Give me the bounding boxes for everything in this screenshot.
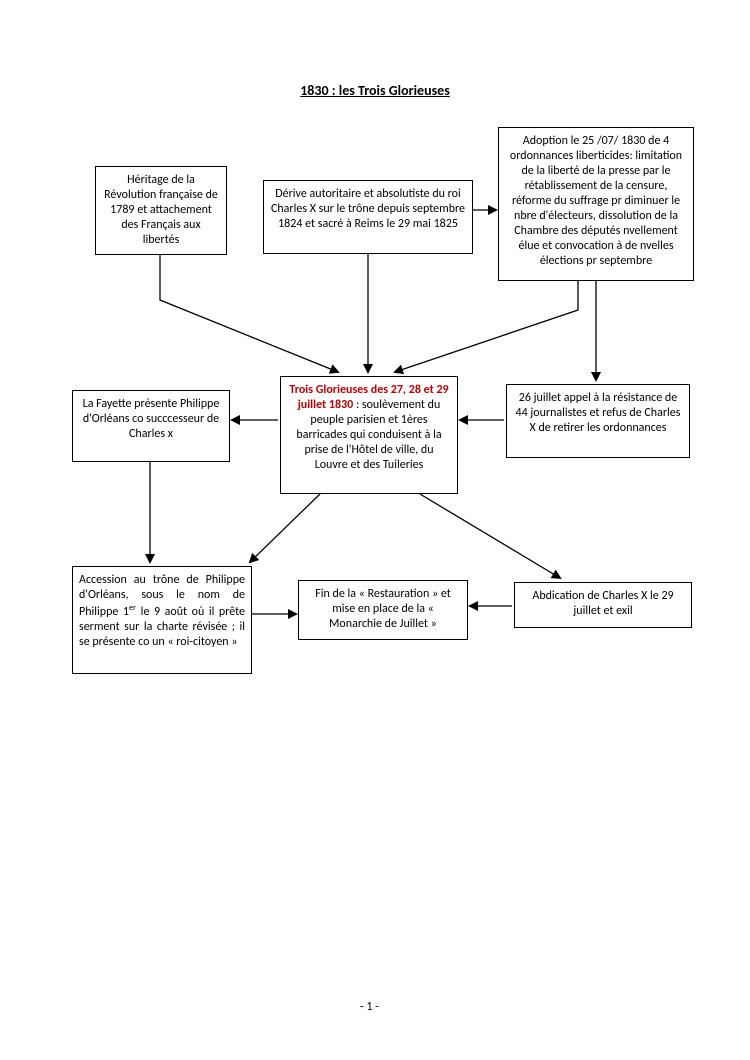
- node-appel: 26 juillet appel à la résistance de 44 j…: [506, 384, 690, 458]
- node-abdication-text: Abdication de Charles X le 29 juillet et…: [532, 589, 673, 618]
- node-heritage-text: Héritage de la Révolution française de 1…: [104, 173, 218, 247]
- edge-ordonnances-trois: [395, 281, 578, 372]
- node-ordonnances-text: Adoption le 25 /07/ 1830 de 4 ordonnance…: [510, 134, 682, 268]
- node-trois-glorieuses: Trois Glorieuses des 27, 28 et 29 juille…: [280, 376, 458, 494]
- node-lafayette: La Fayette présente Philippe d'Orléans c…: [72, 390, 230, 462]
- node-ordonnances: Adoption le 25 /07/ 1830 de 4 ordonnance…: [498, 127, 694, 281]
- node-abdication: Abdication de Charles X le 29 juillet et…: [514, 582, 692, 628]
- edge-trois-accession: [250, 494, 320, 562]
- node-lafayette-text: La Fayette présente Philippe d'Orléans c…: [83, 397, 220, 441]
- edge-trois-abdication: [420, 494, 560, 578]
- page-title: 1830 : les Trois Glorieuses: [0, 82, 750, 99]
- node-derive: Dérive autoritaire et absolutiste du roi…: [263, 180, 473, 254]
- node-appel-text: 26 juillet appel à la résistance de 44 j…: [516, 391, 681, 435]
- node-accession: Accession au trône de Philippe d'Orléans…: [72, 566, 252, 674]
- node-fin: Fin de la « Restauration » et mise en pl…: [298, 580, 468, 640]
- page-number: - 1 -: [360, 1000, 379, 1014]
- node-derive-text: Dérive autoritaire et absolutiste du roi…: [271, 187, 465, 231]
- edge-heritage-trois: [160, 254, 338, 372]
- node-heritage: Héritage de la Révolution française de 1…: [95, 166, 227, 255]
- node-fin-text: Fin de la « Restauration » et mise en pl…: [315, 587, 451, 631]
